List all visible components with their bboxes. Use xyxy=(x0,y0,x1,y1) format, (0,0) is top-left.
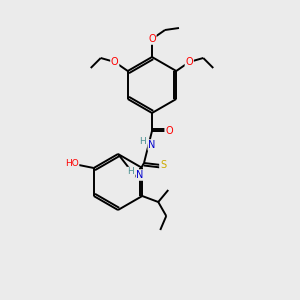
Text: HO: HO xyxy=(65,160,79,169)
Text: N: N xyxy=(148,140,156,150)
Text: H: H xyxy=(140,137,146,146)
Text: N: N xyxy=(136,170,144,180)
Text: O: O xyxy=(148,34,156,44)
Text: S: S xyxy=(160,160,166,170)
Text: H: H xyxy=(128,167,134,176)
Text: O: O xyxy=(165,126,173,136)
Text: O: O xyxy=(185,57,193,67)
Text: O: O xyxy=(111,57,118,67)
